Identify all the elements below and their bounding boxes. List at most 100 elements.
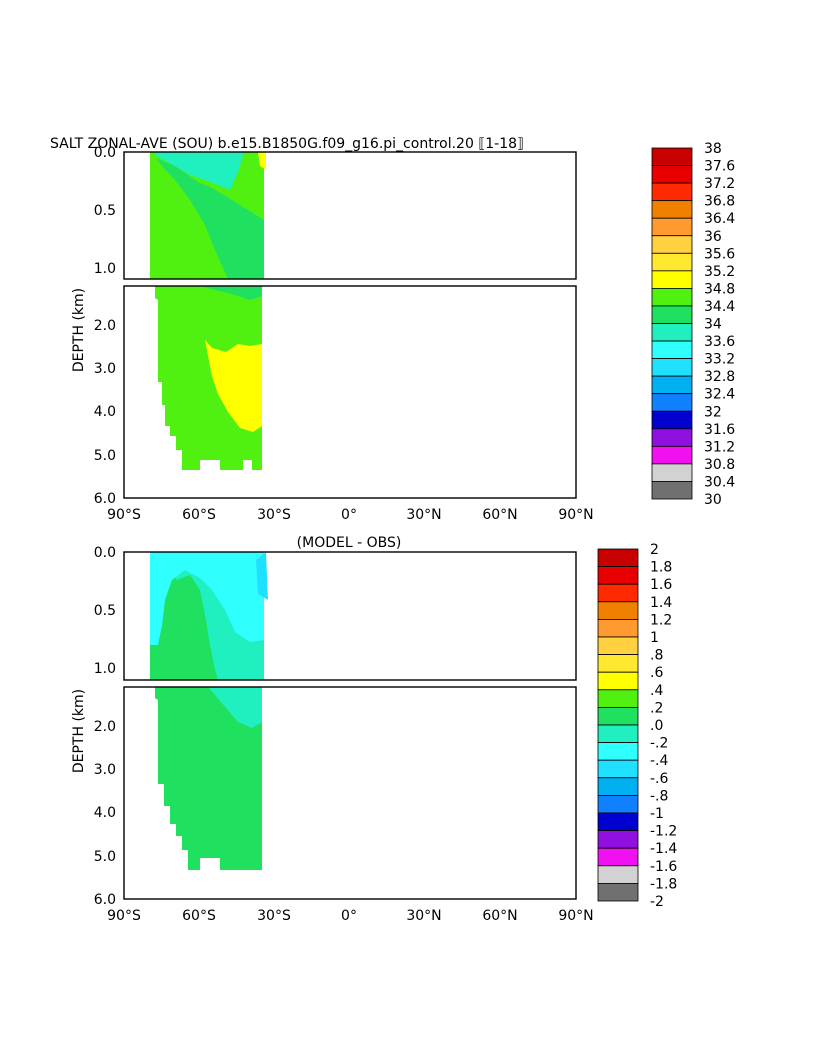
p1-ytick-4: 3.0 — [94, 361, 116, 377]
p1-xtick-5: 60°N — [482, 507, 517, 523]
p1-region-33.6-upper — [152, 152, 244, 190]
p2-colorbar-swatch — [597, 619, 639, 638]
panel-1: SALT ZONAL-AVE (SOU) b.e15.B1850G.f09_g1… — [50, 136, 735, 523]
p2-region-0-lower — [155, 687, 262, 870]
p2-xtick-1: 60°S — [182, 908, 216, 924]
p1-colorbar-swatch — [651, 445, 693, 465]
p1-colorbar-label: 30 — [704, 492, 722, 508]
p2-xtick-2: 30°S — [257, 908, 291, 924]
p1-region-34-lower — [200, 286, 262, 300]
p2-colorbar-label: .8 — [650, 648, 663, 664]
p2-ytick-6: 5.0 — [94, 849, 116, 865]
p1-colorbar-label: 35.2 — [704, 264, 735, 280]
p2-colorbar-label: .4 — [650, 683, 663, 699]
p1-colorbar-swatch — [651, 165, 693, 184]
p1-colorbar-swatch — [651, 481, 693, 500]
p2-colorbar-swatch — [597, 812, 639, 832]
p1-region-34-upper — [156, 158, 264, 279]
p1-ytick-5: 4.0 — [94, 404, 116, 420]
p1-colorbar-label: 35.6 — [704, 246, 735, 262]
p2-colorbar-label: -.2 — [650, 736, 668, 752]
p2-ylabel: DEPTH (km) — [71, 689, 87, 773]
p2-colorbar-label: -1.8 — [650, 876, 677, 892]
p1-xtick-4: 30°N — [406, 507, 441, 523]
p1-colorbar-label: 32.4 — [704, 387, 735, 403]
p1-colorbar-swatch — [651, 358, 693, 377]
p2-colorbar-swatch — [597, 548, 639, 568]
p2-colorbar-swatch — [597, 583, 639, 603]
panel-1-title: SALT ZONAL-AVE (SOU) b.e15.B1850G.f09_g1… — [50, 136, 524, 152]
p2-region-m0.6-upper — [256, 552, 268, 600]
p2-colorbar-swatch — [597, 724, 639, 744]
p2-colorbar-label: -1.6 — [650, 859, 677, 875]
p2-colorbar-swatch — [597, 830, 639, 849]
p2-colorbar: 21.81.61.41.21.8.6.4.2.0-.2-.4-.6-.8-1-1… — [597, 542, 677, 910]
p1-colorbar-swatch — [651, 410, 693, 430]
p1-colorbar-swatch — [651, 340, 693, 359]
p2-ytick-4: 3.0 — [94, 762, 116, 778]
p2-ytick-1: 0.5 — [94, 603, 116, 619]
p1-colorbar-label: 34.4 — [704, 299, 735, 315]
p1-colorbar-swatch — [651, 270, 693, 289]
p2-xtick-0: 90°S — [107, 908, 141, 924]
p1-region-34.4-lower — [155, 286, 262, 470]
p1-ytick-7: 6.0 — [94, 491, 116, 507]
p1-colorbar-label: 33.2 — [704, 352, 735, 368]
p1-ytick-1: 0.5 — [94, 203, 116, 219]
p2-upper-frame — [123, 551, 577, 681]
p2-colorbar-swatch — [597, 847, 639, 867]
p2-colorbar-label: -2 — [650, 894, 664, 910]
p2-colorbar-swatch — [597, 689, 639, 708]
panel-2-title: (MODEL - OBS) — [297, 535, 402, 551]
p2-colorbar-label: 1.6 — [650, 577, 672, 593]
p1-colorbar-label: 38 — [704, 141, 722, 157]
p1-colorbar-swatch — [651, 252, 693, 272]
p1-colorbar-label: 36 — [704, 229, 722, 245]
p1-colorbar-swatch — [651, 235, 693, 254]
p1-ytick-2: 1.0 — [94, 261, 116, 277]
p1-xtick-2: 30°S — [257, 507, 291, 523]
p1-colorbar-label: 30.4 — [704, 474, 735, 490]
p1-colorbar-swatch — [651, 147, 693, 166]
p1-land-upper-notch — [124, 242, 150, 279]
p1-upper-frame — [123, 151, 577, 280]
p1-colorbar-swatch — [651, 305, 693, 324]
p1-lower-frame — [123, 285, 577, 499]
p2-colorbar-label: 2 — [650, 542, 659, 558]
p2-colorbar-label: -1 — [650, 806, 664, 822]
p2-xtick-5: 60°N — [482, 908, 517, 924]
p2-colorbar-swatch — [597, 795, 639, 814]
p1-colorbar-swatch — [651, 287, 693, 307]
p2-ytick-0: 0.0 — [94, 545, 116, 561]
p1-colorbar-label: 31.6 — [704, 422, 735, 438]
p2-colorbar-label: -.6 — [650, 771, 669, 787]
p1-colorbar-label: 34.8 — [704, 281, 735, 297]
p1-colorbar-label: 36.8 — [704, 194, 735, 210]
p1-colorbar-label: 32.8 — [704, 369, 735, 385]
p1-colorbar: 3837.637.236.836.43635.635.234.834.43433… — [651, 141, 735, 508]
p1-colorbar-swatch — [651, 463, 693, 482]
p2-colorbar-swatch — [597, 865, 639, 884]
p2-lower-frame — [123, 686, 577, 900]
p1-colorbar-label: 37.6 — [704, 159, 735, 175]
p1-xtick-0: 90°S — [107, 507, 141, 523]
p1-colorbar-label: 33.6 — [704, 334, 735, 350]
p1-colorbar-swatch — [651, 182, 693, 202]
p2-region-m0.2-lower — [208, 687, 262, 728]
p1-ytick-0: 0.0 — [94, 145, 116, 161]
p2-ytick-7: 6.0 — [94, 892, 116, 908]
p1-ytick-3: 2.0 — [94, 318, 116, 334]
panel-2: (MODEL - OBS) 0.0 0.5 1.0 2.0 3.0 4.0 5.… — [71, 535, 677, 924]
p1-colorbar-label: 34 — [704, 317, 722, 333]
p1-colorbar-label: 36.4 — [704, 211, 735, 227]
p2-colorbar-label: -.8 — [650, 788, 668, 804]
p1-ytick-6: 5.0 — [94, 448, 116, 464]
p2-colorbar-swatch — [597, 777, 639, 796]
p1-colorbar-label: 37.2 — [704, 176, 735, 192]
p2-colorbar-swatch — [597, 566, 639, 585]
p1-colorbar-swatch — [651, 375, 693, 395]
p1-colorbar-swatch — [651, 393, 693, 412]
p2-colorbar-swatch — [597, 601, 639, 620]
p1-colorbar-label: 31.2 — [704, 439, 735, 455]
